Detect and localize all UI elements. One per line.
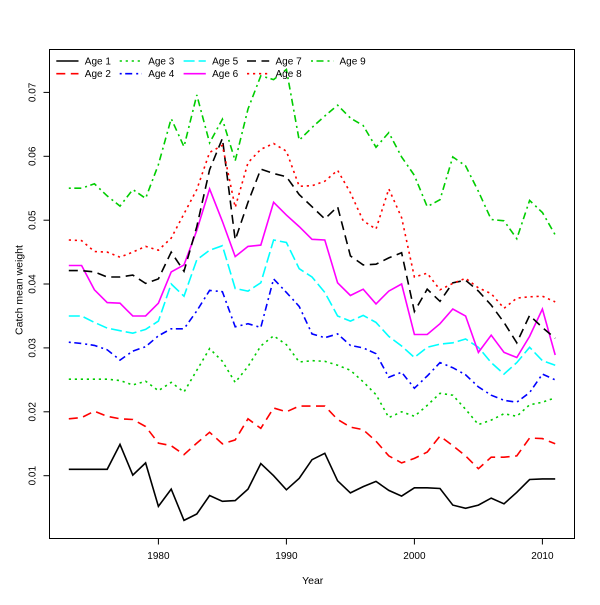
svg-text:Year: Year [302, 575, 324, 587]
svg-text:Age 7: Age 7 [276, 56, 303, 67]
svg-text:0.02: 0.02 [28, 402, 39, 422]
svg-text:Age 8: Age 8 [276, 69, 303, 80]
svg-text:0.05: 0.05 [28, 210, 39, 230]
svg-text:Age 6: Age 6 [212, 69, 239, 80]
svg-text:0.01: 0.01 [28, 466, 39, 486]
svg-text:Age 9: Age 9 [340, 56, 367, 67]
svg-text:Age 1: Age 1 [85, 56, 112, 67]
svg-text:Age 3: Age 3 [148, 56, 175, 67]
svg-text:Age 4: Age 4 [148, 69, 175, 80]
svg-text:1990: 1990 [275, 551, 298, 562]
svg-text:2010: 2010 [531, 551, 554, 562]
svg-text:0.03: 0.03 [28, 338, 39, 358]
svg-text:Catch mean weight: Catch mean weight [14, 245, 26, 335]
svg-text:0.07: 0.07 [28, 82, 39, 102]
svg-text:Age 5: Age 5 [212, 56, 239, 67]
svg-text:Age 2: Age 2 [85, 69, 112, 80]
svg-text:0.06: 0.06 [28, 146, 39, 166]
svg-text:0.04: 0.04 [28, 274, 39, 294]
svg-text:2000: 2000 [403, 551, 426, 562]
svg-text:1980: 1980 [147, 551, 170, 562]
